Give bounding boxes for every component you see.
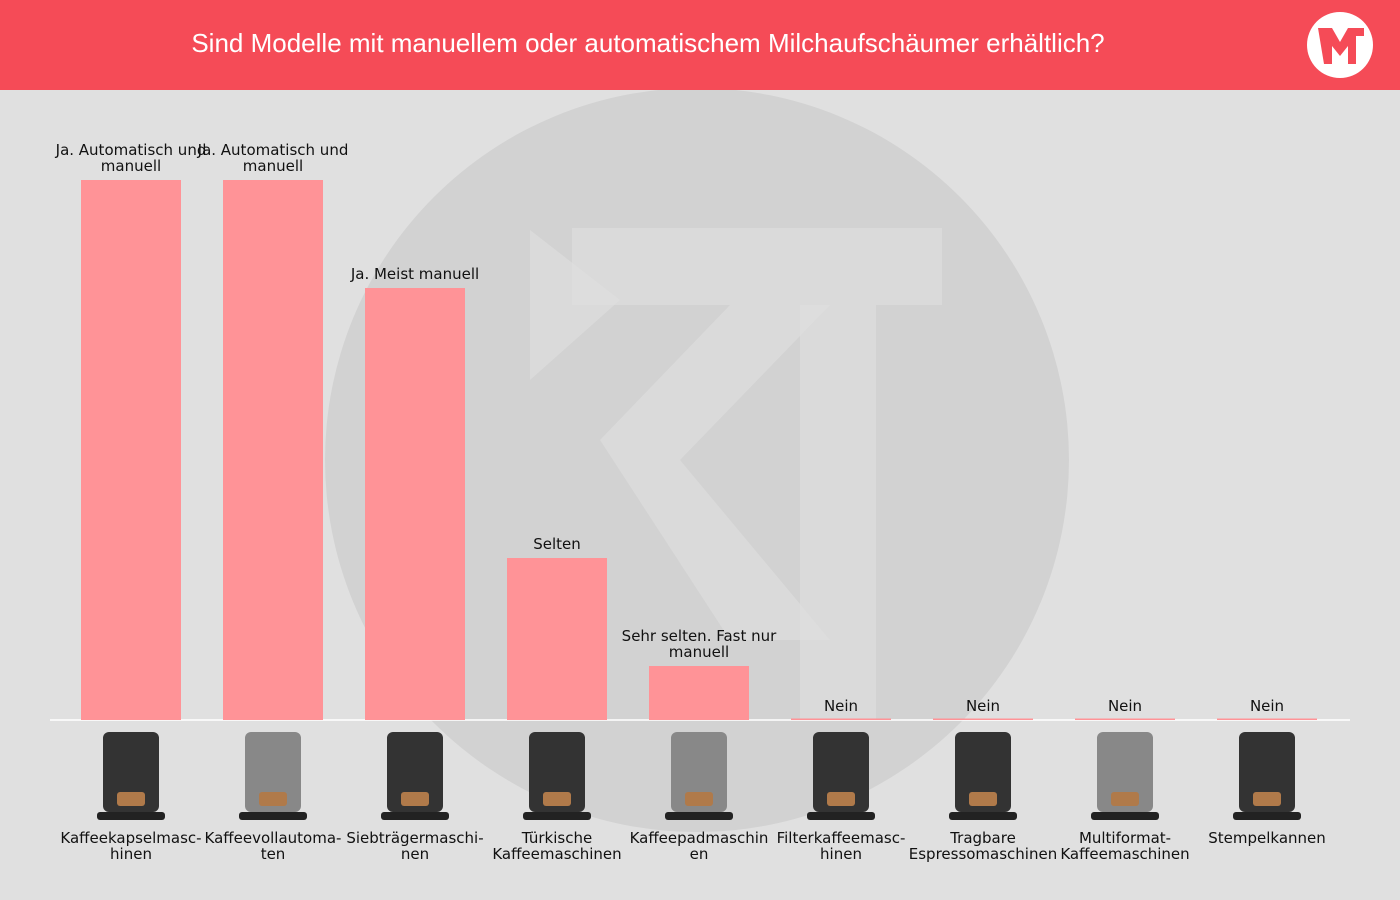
value-label: Nein (823, 697, 859, 715)
product-icon (955, 732, 1011, 812)
bar (933, 718, 1033, 720)
value-label: Nein (1249, 697, 1285, 715)
product-icon (813, 732, 869, 812)
x-tick-label: Kaffeevollautoma- ten (204, 829, 342, 863)
x-tick-label: Kaffeekapselmasc- hinen (60, 829, 202, 863)
product-icon-detail (685, 792, 713, 806)
value-label: Nein (1107, 697, 1143, 715)
product-icon (529, 732, 585, 812)
value-label: Nein (965, 697, 1001, 715)
x-tick-label: Multiformat- Kaffeemaschinen (1060, 829, 1190, 863)
value-label: Ja. Automatisch und manuell (55, 141, 207, 175)
product-icon-detail (117, 792, 145, 806)
product-icon-base (665, 812, 733, 820)
product-icon-detail (259, 792, 287, 806)
product-icon (387, 732, 443, 812)
product-icon-detail (1111, 792, 1139, 806)
bar (1217, 718, 1317, 720)
bar (223, 180, 323, 720)
product-icon-base (97, 812, 165, 820)
product-icon-detail (827, 792, 855, 806)
value-label: Sehr selten. Fast nur manuell (621, 627, 777, 661)
value-label: Ja. Meist manuell (350, 265, 480, 283)
bar (507, 558, 607, 720)
x-tick-label: Kaffeepadmaschin en (629, 829, 769, 863)
x-tick-label: Siebträgermaschi- nen (346, 829, 484, 863)
header (0, 0, 1400, 90)
product-icon (103, 732, 159, 812)
chart-title: Sind Modelle mit manuellem oder automati… (191, 28, 1105, 58)
product-icon-base (807, 812, 875, 820)
x-tick-label: Türkische Kaffeemaschinen (492, 829, 622, 863)
product-icon-base (239, 812, 307, 820)
x-tick-label: Stempelkannen (1208, 829, 1326, 847)
logo (1307, 12, 1373, 78)
product-icon-base (1091, 812, 1159, 820)
bar (1075, 718, 1175, 720)
value-label: Ja. Automatisch und manuell (197, 141, 349, 175)
bar (791, 718, 891, 720)
x-tick-label: Filterkaffeemasc- hinen (776, 829, 906, 863)
product-icon-detail (401, 792, 429, 806)
product-icon (1239, 732, 1295, 812)
product-icon-detail (969, 792, 997, 806)
product-icon (671, 732, 727, 812)
product-icon-detail (1253, 792, 1281, 806)
product-icon-base (949, 812, 1017, 820)
bar (649, 666, 749, 720)
bar (81, 180, 181, 720)
product-icon-base (523, 812, 591, 820)
value-label: Selten (533, 535, 581, 553)
product-icon-base (381, 812, 449, 820)
product-icon-detail (543, 792, 571, 806)
product-icon (1097, 732, 1153, 812)
bar (365, 288, 465, 720)
product-icon (245, 732, 301, 812)
product-icon-base (1233, 812, 1301, 820)
x-tick-label: Tragbare Espressomaschinen (908, 829, 1058, 863)
